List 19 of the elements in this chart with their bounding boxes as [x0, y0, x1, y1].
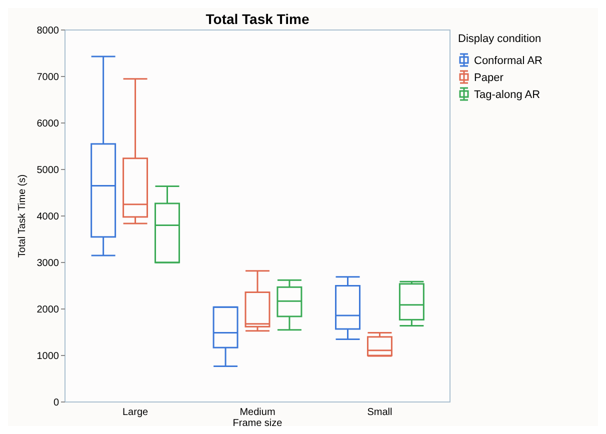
x-axis-title: Frame size	[232, 418, 283, 429]
legend-title: Display condition	[458, 33, 542, 45]
y-tick-label: 1000	[36, 351, 60, 362]
y-tick-label: 2000	[36, 304, 60, 316]
y-tick-label: 8000	[36, 26, 60, 36]
x-tick-label: Medium	[240, 407, 276, 418]
legend-label: Tag-along AR	[474, 88, 540, 101]
chart-title: Total Task Time	[206, 11, 310, 27]
y-tick-label: 3000	[36, 258, 60, 269]
legend-label: Paper	[474, 72, 504, 84]
y-axis-title: Total Task Time (s)	[17, 174, 28, 258]
y-tick-label: 5000	[36, 165, 60, 176]
y-tick-label: 6000	[36, 118, 60, 130]
x-tick-label: Large	[122, 407, 149, 418]
x-tick-label: Small	[367, 407, 392, 418]
y-tick-label: 7000	[36, 72, 60, 83]
y-tick-label: 4000	[36, 212, 60, 222]
legend-label: Conformal AR	[474, 54, 543, 67]
y-tick-label: 0	[53, 398, 60, 408]
